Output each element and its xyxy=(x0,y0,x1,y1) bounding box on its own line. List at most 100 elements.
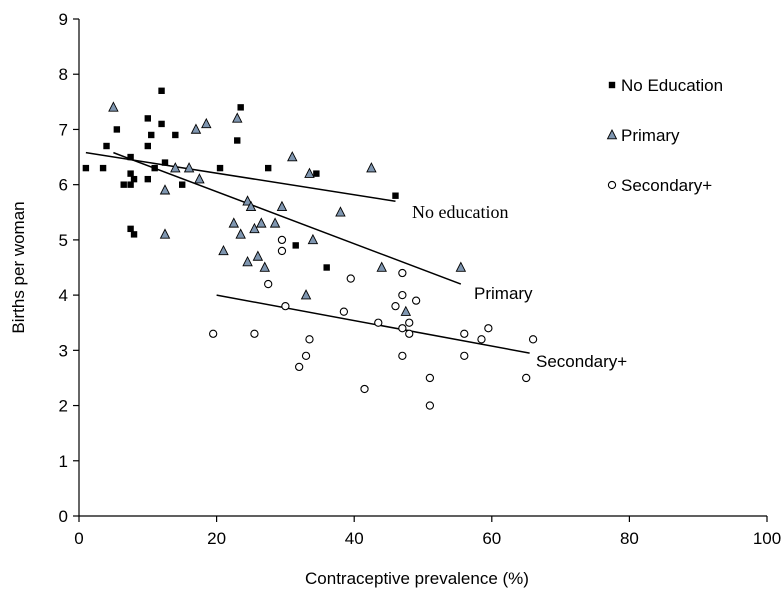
x-tick-label: 40 xyxy=(345,529,364,548)
data-point xyxy=(172,131,179,139)
data-point xyxy=(339,307,349,316)
data-point xyxy=(242,255,253,267)
y-tick-label: 9 xyxy=(59,10,68,29)
data-point xyxy=(216,164,224,172)
data-points xyxy=(82,87,538,410)
data-point xyxy=(425,401,435,410)
data-point xyxy=(194,173,205,184)
data-point xyxy=(232,112,243,123)
data-point xyxy=(398,324,407,333)
legend-marker xyxy=(608,81,616,89)
y-tick-label: 7 xyxy=(59,120,68,139)
data-point xyxy=(376,261,387,272)
data-point xyxy=(292,242,299,249)
x-tick-label: 60 xyxy=(482,529,501,548)
data-point xyxy=(477,335,486,344)
data-point xyxy=(256,217,267,228)
data-point xyxy=(391,302,400,311)
data-point xyxy=(108,101,119,112)
data-point xyxy=(130,231,138,238)
data-point xyxy=(144,115,151,122)
x-tick-label: 80 xyxy=(620,529,639,548)
data-point xyxy=(269,217,281,228)
y-tick-label: 4 xyxy=(59,286,68,305)
data-point xyxy=(259,261,270,272)
data-point xyxy=(360,384,369,394)
data-point xyxy=(313,170,320,177)
data-point xyxy=(209,329,218,338)
legend-marker xyxy=(606,129,618,140)
legend-item: No Education xyxy=(608,76,723,95)
data-point xyxy=(144,175,151,183)
legend-label: No Education xyxy=(621,76,723,95)
data-point xyxy=(103,142,110,150)
data-point xyxy=(249,222,260,234)
legend-label: Primary xyxy=(621,126,680,145)
data-point xyxy=(158,87,165,94)
data-point xyxy=(158,120,165,128)
data-point xyxy=(528,335,538,344)
series-triangle xyxy=(108,101,467,316)
data-point xyxy=(392,192,399,199)
data-point xyxy=(245,200,257,212)
data-point xyxy=(127,181,134,188)
legend-item: Primary xyxy=(606,126,680,145)
trendline xyxy=(216,294,530,354)
legend: No Education Primary Secondary+ xyxy=(606,76,723,195)
data-point xyxy=(522,373,531,383)
data-point xyxy=(460,351,469,361)
data-point xyxy=(405,318,414,327)
data-point xyxy=(374,318,383,327)
data-point xyxy=(170,162,181,173)
data-point xyxy=(113,126,121,133)
data-point xyxy=(161,159,169,166)
y-axis-title: Births per woman xyxy=(9,201,28,333)
data-point xyxy=(179,181,186,188)
data-point xyxy=(305,335,314,344)
data-point xyxy=(120,181,127,188)
trendline xyxy=(113,151,462,285)
data-point xyxy=(366,162,377,173)
x-tick-label: 0 xyxy=(74,529,83,548)
data-point xyxy=(265,164,272,172)
legend-item: Secondary+ xyxy=(607,176,712,195)
data-point xyxy=(304,167,315,178)
data-point xyxy=(201,117,212,129)
data-point xyxy=(281,302,290,311)
y-tick-label: 5 xyxy=(59,231,68,250)
axes: 0 1 2 3 4 5 6 7 8 9 0 20 40 60 80 100 xyxy=(59,10,782,548)
x-tick-label: 20 xyxy=(207,529,226,548)
trendline xyxy=(85,151,396,202)
data-point xyxy=(335,206,346,217)
data-point xyxy=(300,289,312,300)
data-point xyxy=(127,170,134,177)
y-tick-label: 1 xyxy=(59,452,68,471)
data-point xyxy=(398,290,407,300)
legend-marker xyxy=(607,180,617,190)
data-point xyxy=(405,329,414,338)
data-point xyxy=(127,153,134,161)
data-point xyxy=(159,228,171,239)
data-point xyxy=(242,195,253,206)
data-point xyxy=(130,175,138,183)
y-tick-label: 0 xyxy=(59,507,68,526)
y-tick-label: 6 xyxy=(59,176,68,195)
trendline-label: No education xyxy=(412,202,508,222)
data-point xyxy=(287,151,298,162)
y-tick-label: 3 xyxy=(59,341,68,360)
trendline-label: Primary xyxy=(474,284,533,303)
trendline-labels: No education Primary Secondary+ xyxy=(412,202,627,371)
x-tick-label: 100 xyxy=(753,529,781,548)
data-point xyxy=(276,200,288,212)
data-point xyxy=(183,162,195,173)
data-point xyxy=(218,244,229,256)
data-point xyxy=(398,268,407,278)
data-point xyxy=(323,264,330,271)
data-point xyxy=(295,362,304,372)
data-point xyxy=(159,184,171,195)
data-point xyxy=(400,305,412,316)
data-point xyxy=(235,228,246,239)
data-point xyxy=(190,123,202,134)
series-square xyxy=(82,87,399,271)
